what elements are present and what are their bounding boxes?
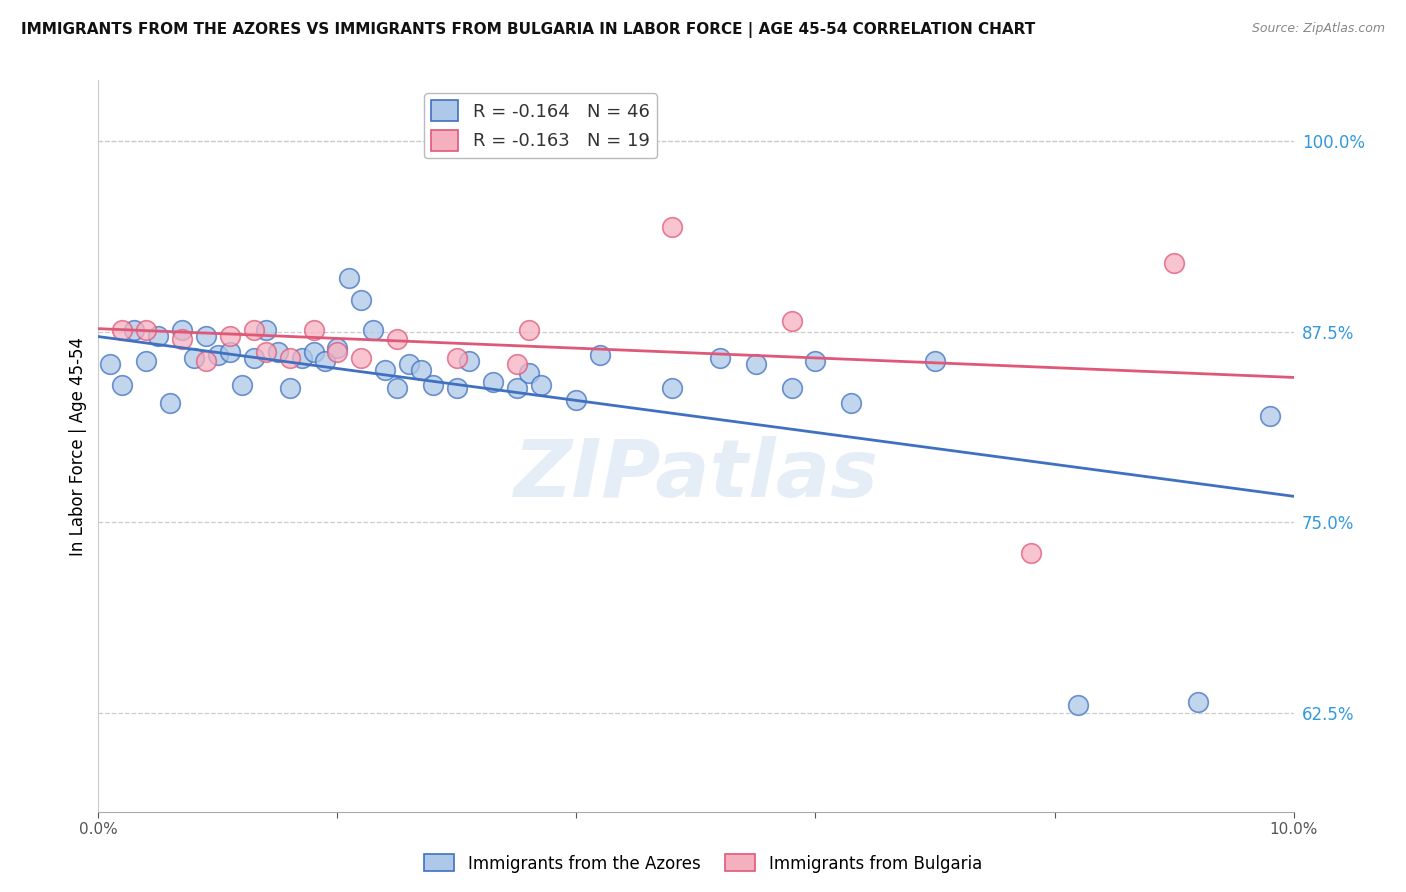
Point xyxy=(98,357,122,371)
Point xyxy=(183,351,205,365)
Point xyxy=(530,378,553,392)
Point xyxy=(446,351,468,365)
Point xyxy=(278,351,301,365)
Point xyxy=(350,351,373,365)
Point xyxy=(780,314,803,328)
Text: IMMIGRANTS FROM THE AZORES VS IMMIGRANTS FROM BULGARIA IN LABOR FORCE | AGE 45-5: IMMIGRANTS FROM THE AZORES VS IMMIGRANTS… xyxy=(21,22,1035,38)
Point xyxy=(661,381,683,395)
Point xyxy=(339,271,361,285)
Point xyxy=(195,329,218,343)
Point xyxy=(124,323,146,337)
Point xyxy=(302,323,325,337)
Point xyxy=(709,351,731,365)
Point xyxy=(385,381,409,395)
Legend: Immigrants from the Azores, Immigrants from Bulgaria: Immigrants from the Azores, Immigrants f… xyxy=(418,847,988,880)
Point xyxy=(482,375,505,389)
Point xyxy=(172,332,194,346)
Point xyxy=(291,351,314,365)
Point xyxy=(243,351,266,365)
Point xyxy=(315,353,337,368)
Point xyxy=(326,342,349,356)
Point xyxy=(195,353,218,368)
Point xyxy=(363,323,385,337)
Point xyxy=(780,381,803,395)
Text: ZIPatlas: ZIPatlas xyxy=(513,436,879,515)
Point xyxy=(219,329,242,343)
Point xyxy=(661,219,683,234)
Point xyxy=(565,393,588,408)
Point xyxy=(398,357,420,371)
Point xyxy=(278,381,301,395)
Point xyxy=(517,366,540,380)
Point xyxy=(446,381,468,395)
Point xyxy=(219,344,242,359)
Point xyxy=(302,344,325,359)
Point xyxy=(207,348,229,362)
Point xyxy=(589,348,612,362)
Point xyxy=(385,332,409,346)
Point xyxy=(804,353,827,368)
Point xyxy=(1067,698,1090,712)
Point xyxy=(231,378,253,392)
Point xyxy=(841,396,863,410)
Point xyxy=(411,363,433,377)
Point xyxy=(924,353,946,368)
Point xyxy=(458,353,481,368)
Text: Source: ZipAtlas.com: Source: ZipAtlas.com xyxy=(1251,22,1385,36)
Point xyxy=(350,293,373,307)
Point xyxy=(1258,409,1281,423)
Point xyxy=(135,323,157,337)
Point xyxy=(148,329,170,343)
Point xyxy=(111,323,134,337)
Point xyxy=(1019,546,1042,560)
Point xyxy=(254,323,277,337)
Point xyxy=(1163,256,1185,270)
Point xyxy=(159,396,181,410)
Point xyxy=(374,363,396,377)
Point xyxy=(111,378,134,392)
Point xyxy=(422,378,444,392)
Point xyxy=(172,323,194,337)
Point xyxy=(135,353,157,368)
Point xyxy=(517,323,540,337)
Point xyxy=(745,357,768,371)
Point xyxy=(1187,695,1209,709)
Point xyxy=(254,344,277,359)
Point xyxy=(267,344,290,359)
Point xyxy=(506,381,529,395)
Point xyxy=(326,344,349,359)
Point xyxy=(243,323,266,337)
Point xyxy=(506,357,529,371)
Legend: R = -0.164   N = 46, R = -0.163   N = 19: R = -0.164 N = 46, R = -0.163 N = 19 xyxy=(425,93,657,158)
Y-axis label: In Labor Force | Age 45-54: In Labor Force | Age 45-54 xyxy=(69,336,87,556)
